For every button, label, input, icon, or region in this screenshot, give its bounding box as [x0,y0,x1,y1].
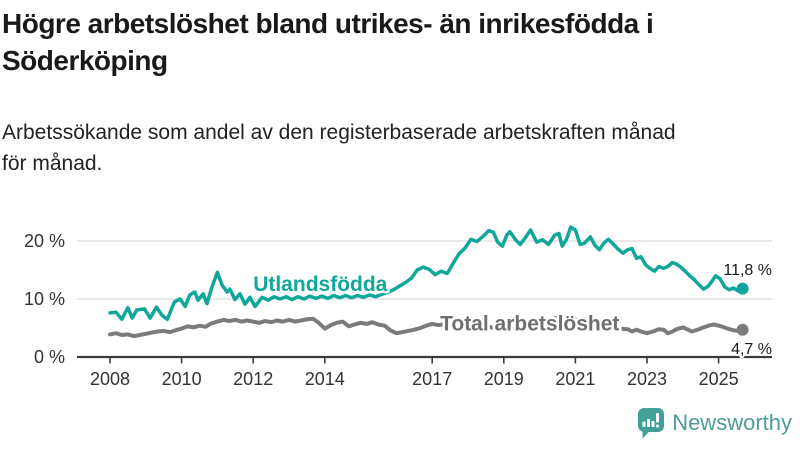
newsworthy-logo-icon [638,407,665,439]
chart-title: Högre arbetslöshet bland utrikes- än inr… [2,5,798,79]
x-axis-tick-label: 2010 [162,369,202,389]
series-end-value-1: 4,7 % [731,341,772,358]
x-axis-tick-label: 2025 [699,369,739,389]
chart-title-line-2: Söderköping [2,45,168,76]
x-axis-tick-label: 2019 [484,369,524,389]
series-end-dot-0 [736,282,749,295]
y-axis-tick-label: 0 % [34,347,65,367]
series-end-value-0: 11,8 % [723,262,772,279]
x-axis-tick-label: 2014 [305,369,345,389]
chart-subtitle-line-1: Arbetssökande som andel av den registerb… [2,121,676,144]
chart-svg: 0 % 10 % 20 % 2008 2010 2012 2014 2017 2019 2021 2… [24,225,774,389]
x-axis-tick-label: 2017 [412,369,452,389]
series-line-1 [108,315,745,339]
y-axis-tick-label: 20 % [24,231,65,251]
series-label-1: Total arbetslöshet [440,313,619,336]
chart-title-line-1: Högre arbetslöshet bland utrikes- än inr… [2,8,654,39]
x-axis-tick-label: 2012 [233,369,273,389]
series-line-0 [108,225,745,322]
logo-speech-bubble [638,407,665,439]
brand-logo[interactable]: Newsworthy [638,407,792,439]
chart-subtitle: Arbetssökande som andel av den registerb… [2,117,792,179]
y-axis-tick-label: 10 % [24,289,65,309]
series-label-0: Utlandsfödda [253,273,387,296]
logo-bar-chart-glyph [642,412,660,427]
x-axis-tick-label: 2008 [90,369,130,389]
series-end-dot-1 [736,323,749,336]
brand-name: Newsworthy [672,410,792,435]
x-axis-tick-label: 2021 [555,369,595,389]
chart-subtitle-line-2: för månad. [2,152,103,175]
x-axis-tick-label: 2023 [627,369,667,389]
